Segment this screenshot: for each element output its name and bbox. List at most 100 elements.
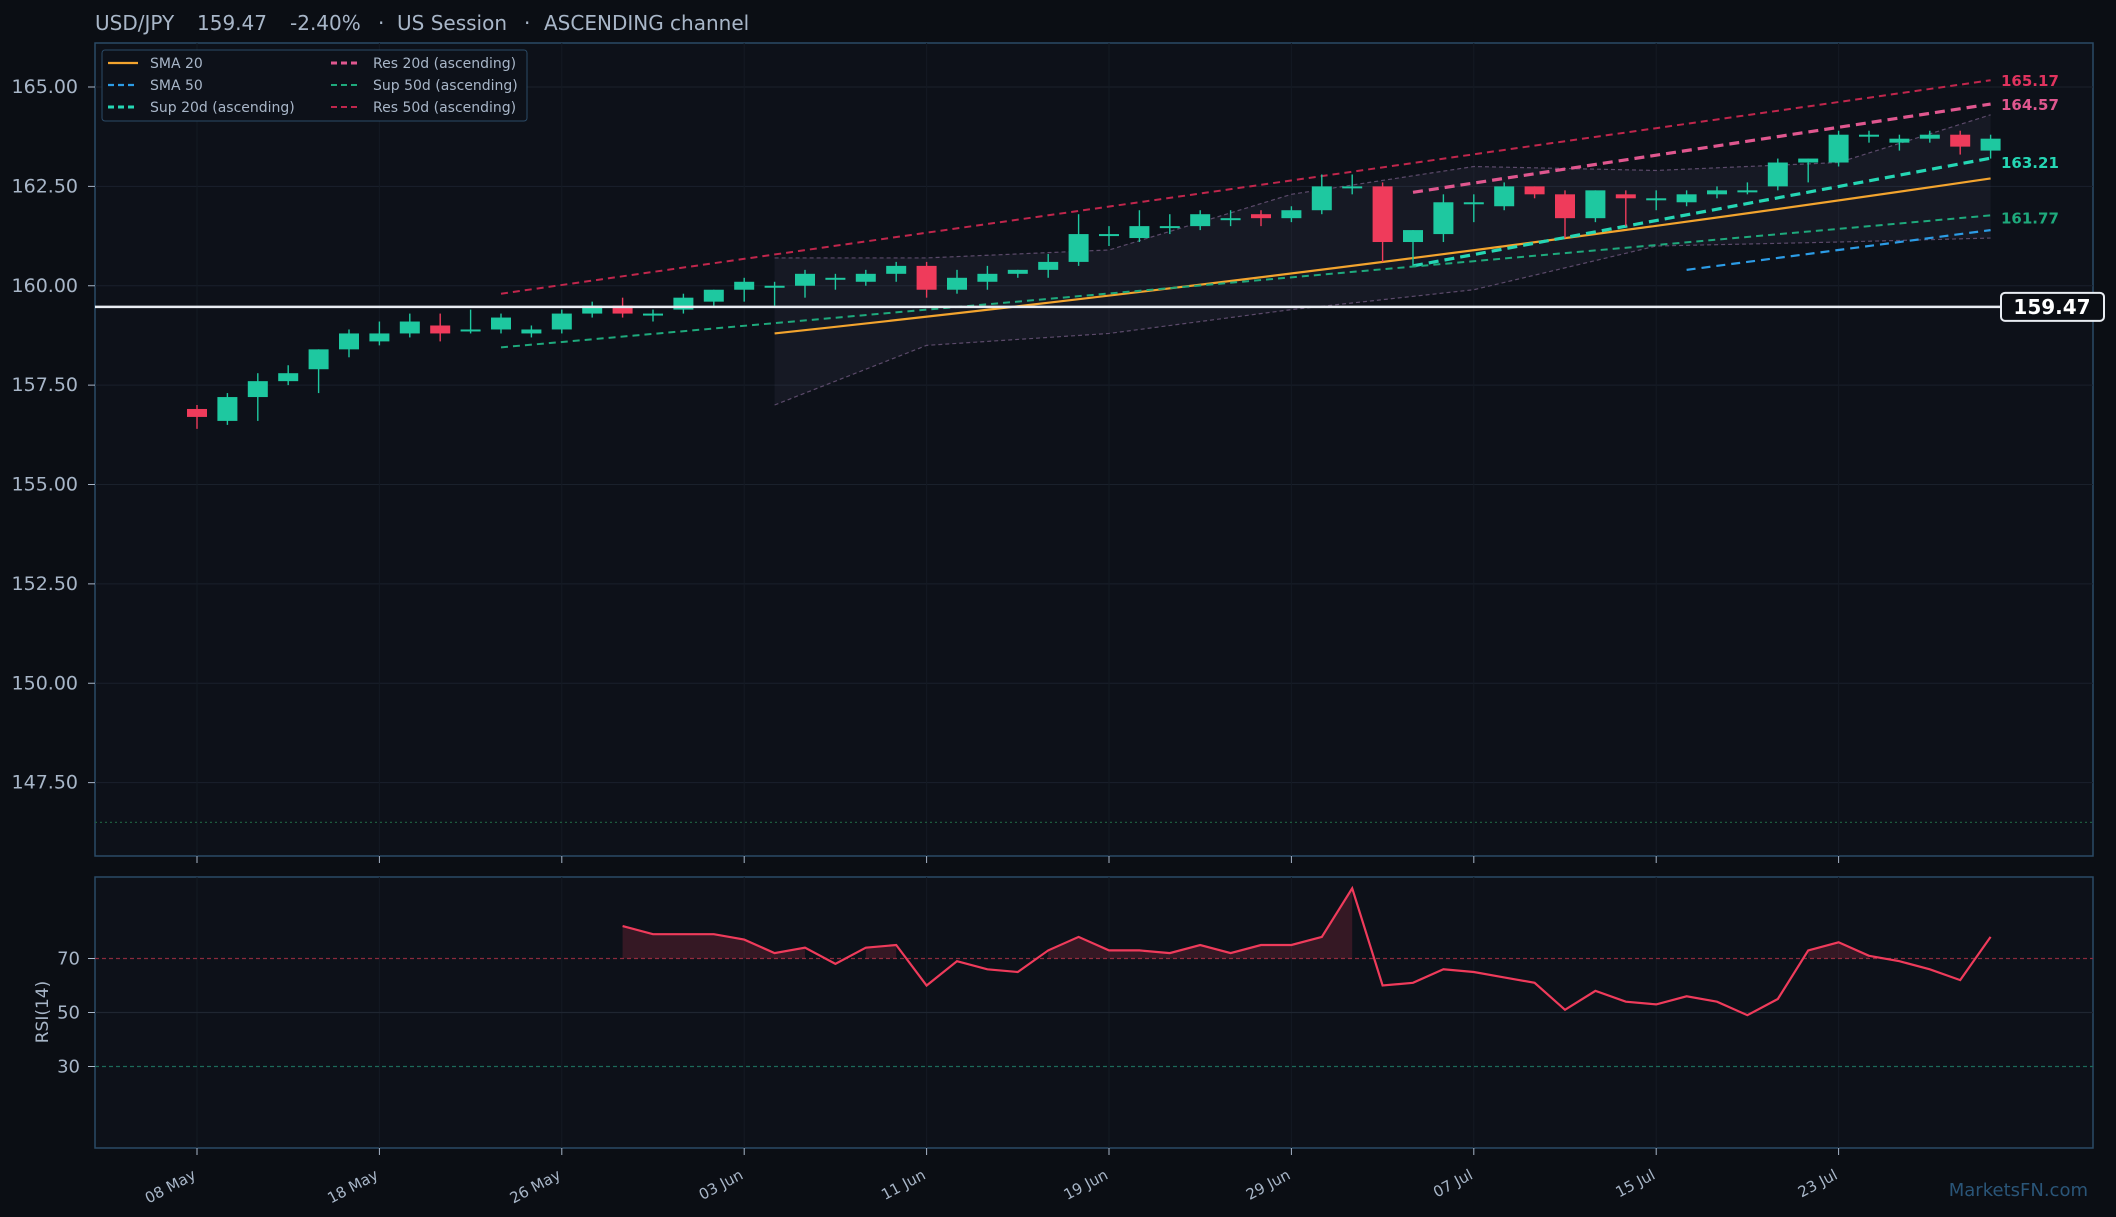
candle-body <box>1615 194 1636 199</box>
line-sup-20d-ascending- <box>1412 156 1991 268</box>
legend: SMA 20 SMA 50 Sup 20d (ascending) Res 20d (… <box>101 49 528 122</box>
candle-body <box>1950 134 1971 147</box>
candle-body <box>1372 186 1393 243</box>
candle-body <box>1919 134 1940 139</box>
candle-body <box>582 305 603 314</box>
rsi-overbought-area <box>1808 942 1869 959</box>
candle-body <box>855 273 876 282</box>
candle-body <box>1767 162 1788 187</box>
rsi-y-tick-label: 50 <box>57 1003 80 1024</box>
candle-body <box>217 397 238 421</box>
header-symbol: USD/JPY <box>95 11 175 35</box>
legend-label: Sup 50d (ascending) <box>373 78 518 94</box>
candle-body <box>1646 198 1667 201</box>
candle-body <box>1524 186 1545 195</box>
candle-body <box>734 281 755 290</box>
legend-label: Sup 20d (ascending) <box>150 100 295 116</box>
candle-body <box>1220 218 1241 221</box>
band-lower-line <box>774 237 1991 406</box>
candle-body <box>1828 134 1849 163</box>
candle-body <box>278 373 299 382</box>
candle-body <box>1038 261 1059 270</box>
rsi-y-label: RSI(14) <box>33 981 53 1044</box>
candle-body <box>521 329 542 334</box>
candle-body <box>977 273 998 282</box>
candle-body <box>1555 194 1575 219</box>
indicator-lines <box>500 79 1991 349</box>
candle-body <box>947 277 967 290</box>
candle-body <box>825 277 846 280</box>
price-panel-frame <box>94 42 2094 857</box>
current-price-line: 159.47 <box>95 291 2105 322</box>
candle-body <box>1859 134 1879 137</box>
candle-body <box>1403 230 1423 243</box>
candle-body <box>916 265 937 290</box>
candle-body <box>1980 138 2001 151</box>
candle-body <box>399 321 420 334</box>
price-y-tick-label: 165.00 <box>12 76 78 98</box>
rsi-overbought-area <box>865 945 897 959</box>
price-gridlines <box>95 43 2093 856</box>
line-sma-50 <box>1686 229 1991 271</box>
candlesticks <box>187 130 2001 429</box>
price-y-tick-label: 162.50 <box>12 175 78 197</box>
rsi-y-tick-label: 70 <box>57 949 80 970</box>
price-y-tick-label: 157.50 <box>12 374 78 396</box>
header-change: -2.40% <box>290 11 361 35</box>
rsi-y-axis: 70 50 30 <box>57 949 95 1078</box>
price-y-tick-label: 155.00 <box>12 474 78 496</box>
candle-body <box>339 333 359 350</box>
header-price: 159.47 <box>197 11 267 35</box>
watermark: MarketsFN.com <box>1949 1180 2088 1201</box>
rsi-overbought-fill <box>622 888 1869 959</box>
candle-body <box>673 297 694 310</box>
price-y-tick-label: 152.50 <box>12 573 78 595</box>
rsi-overbought-area <box>622 926 805 959</box>
price-y-tick-label: 150.00 <box>12 672 78 694</box>
level-label: 163.21 <box>2001 154 2059 172</box>
price-x-tickmarks <box>196 856 1840 863</box>
candle-body <box>1463 202 1484 205</box>
header-separator: · <box>378 11 384 35</box>
price-panel: 165.00 162.50 160.00 157.50 155.00 152.50 150.… <box>12 42 2105 863</box>
candle-body <box>1494 186 1515 207</box>
legend-label: Res 20d (ascending) <box>373 56 516 72</box>
legend-label: SMA 20 <box>150 56 203 72</box>
candle-body <box>430 325 451 334</box>
legend-label: SMA 50 <box>150 78 203 94</box>
rsi-line <box>622 885 1992 1017</box>
level-labels: 165.17 164.57 163.21 161.77 <box>2001 72 2059 227</box>
price-y-axis: 165.00 162.50 160.00 157.50 155.00 152.50 150.… <box>12 76 95 794</box>
candle-body <box>1676 194 1697 203</box>
candle-body <box>886 265 907 274</box>
candle-body <box>460 329 481 332</box>
rsi-series-line <box>622 885 1992 1017</box>
header-channel: ASCENDING channel <box>544 11 749 35</box>
level-label: 165.17 <box>2001 72 2059 90</box>
candle-body <box>551 313 572 330</box>
line-res-20d-ascending- <box>1412 102 1991 194</box>
candle-body <box>1433 202 1454 235</box>
candle-body <box>1281 210 1302 219</box>
candle-body <box>795 273 815 286</box>
candle-body <box>643 313 663 316</box>
legend-box <box>101 49 528 122</box>
price-y-tick-label: 160.00 <box>12 275 78 297</box>
candle-body <box>247 381 268 398</box>
candle-body <box>308 349 329 370</box>
candle-body <box>612 305 633 314</box>
candle-body <box>1251 214 1271 219</box>
current-price-label: 159.47 <box>2013 295 2090 319</box>
line-sma-20 <box>774 177 1991 335</box>
candle-body <box>1889 138 1910 143</box>
candle-body <box>187 408 207 417</box>
candle-body <box>1311 186 1332 211</box>
current-price-badge <box>2000 291 2105 322</box>
candle-body <box>1190 214 1211 227</box>
rsi-overbought-area <box>1048 888 1353 959</box>
candle-body <box>1737 190 1758 193</box>
candle-body <box>1129 226 1150 239</box>
header-session: US Session <box>397 11 507 35</box>
header: USD/JPY 159.47 -2.40% · US Session · ASC… <box>95 11 749 35</box>
